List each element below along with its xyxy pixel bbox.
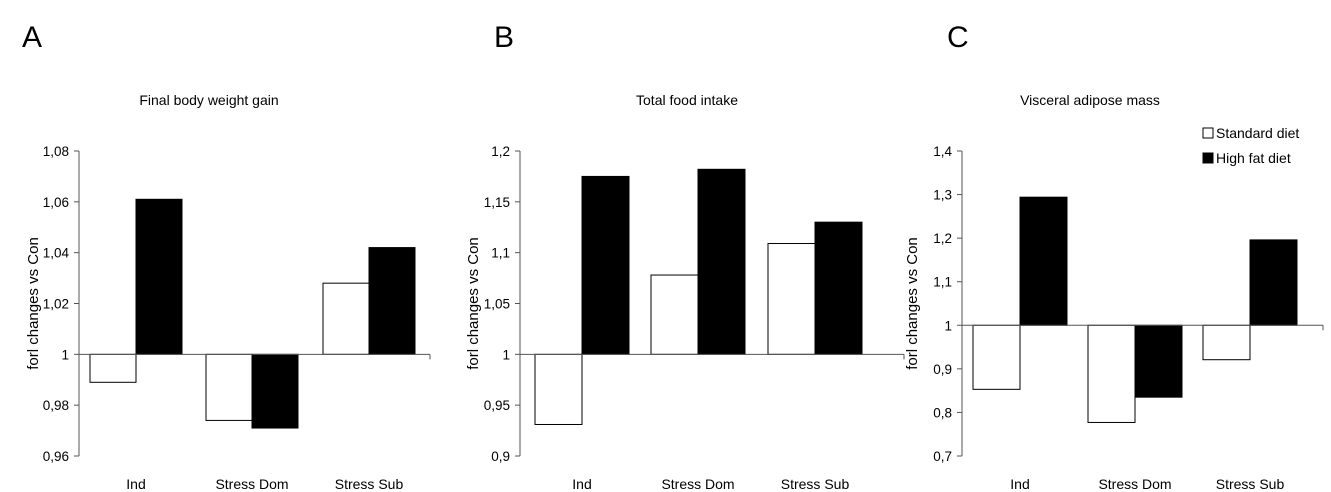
y-tick-label: 1,1 (491, 246, 510, 261)
chart-title: Total food intake (636, 92, 738, 108)
bar-standard-diet-0 (89, 353, 137, 383)
y-tick-label: 1,2 (491, 144, 510, 159)
category-label: Stress Dom (1098, 476, 1171, 492)
bar-high-fat-diet-2 (814, 221, 863, 355)
category-label: Ind (572, 476, 591, 492)
legend-label: High fat diet (1216, 150, 1291, 166)
chart-title: Final body weight gain (139, 92, 278, 108)
bar-standard-diet-2 (322, 282, 370, 355)
y-tick-label: 1 (502, 347, 510, 362)
category-label: Stress Dom (215, 476, 288, 492)
panel-letter: C (947, 21, 969, 54)
bar-standard-diet-1 (205, 353, 253, 421)
y-tick-label: 1,08 (43, 144, 69, 159)
bar-standard-diet-1 (650, 274, 699, 355)
bar-high-fat-diet-2 (1249, 239, 1298, 326)
y-axis-label: forl changes vs Con (904, 237, 921, 370)
panel-letter: B (494, 21, 514, 54)
y-axis-label: forl changes vs Con (465, 237, 482, 370)
y-tick-label: 1,06 (43, 195, 69, 210)
y-tick-label: 1,3 (933, 188, 952, 203)
bar-high-fat-diet-0 (135, 198, 183, 355)
chart-title: Visceral adipose mass (1020, 92, 1160, 108)
category-label: Stress Sub (1216, 476, 1285, 492)
y-tick-label: 1,4 (933, 144, 952, 159)
bar-high-fat-diet-1 (1134, 324, 1183, 398)
y-tick-label: 0,8 (933, 405, 952, 420)
legend-swatch-high-fat-diet (1202, 152, 1214, 164)
category-label: Ind (126, 476, 145, 492)
y-axis-label: forl changes vs Con (25, 237, 42, 370)
bar-high-fat-diet-2 (368, 247, 416, 355)
y-tick-label: 0,9 (491, 449, 510, 464)
y-tick-label: 1,1 (933, 275, 952, 290)
panel-letter: A (22, 21, 42, 54)
y-tick-label: 1,05 (484, 297, 510, 312)
bar-standard-diet-0 (972, 324, 1021, 390)
bar-standard-diet-1 (1087, 324, 1136, 423)
bar-high-fat-diet-0 (1019, 196, 1068, 326)
y-tick-label: 1,02 (43, 297, 69, 312)
category-label: Stress Sub (335, 476, 404, 492)
y-tick-label: 0,7 (933, 449, 952, 464)
y-tick-label: 1 (944, 318, 952, 333)
y-tick-label: 1 (61, 347, 69, 362)
chart-panel-c: C Visceral adipose mass 1,4 1,3 1,2 1,1 1 0,9 0,… (904, 21, 1324, 492)
chart-panel-b: B Total food intake 1,2 1,15 1,1 1,05 1 0,95 0,9… (465, 21, 905, 492)
y-tick-label: 0,98 (43, 398, 69, 413)
y-tick-label: 1,15 (484, 195, 510, 210)
y-tick-label: 0,96 (43, 449, 69, 464)
bar-standard-diet-2 (767, 243, 816, 355)
bar-high-fat-diet-1 (697, 168, 746, 355)
y-tick-label: 0,9 (933, 362, 952, 377)
category-label: Stress Sub (781, 476, 850, 492)
chart-panel-a: A Final body weight gain 1,08 1,06 1,04 1,02 1… (22, 21, 431, 492)
bar-high-fat-diet-0 (581, 175, 630, 355)
legend-swatch-standard-diet (1202, 127, 1214, 139)
bar-high-fat-diet-1 (251, 353, 299, 429)
y-tick-label: 1,2 (933, 231, 952, 246)
category-label: Stress Dom (661, 476, 734, 492)
legend: Standard diet High fat diet (1202, 125, 1299, 166)
bar-standard-diet-0 (534, 353, 583, 425)
category-label: Ind (1010, 476, 1029, 492)
legend-label: Standard diet (1216, 125, 1299, 141)
y-tick-label: 1,04 (43, 246, 70, 261)
y-tick-label: 0,95 (484, 398, 510, 413)
bar-standard-diet-2 (1202, 324, 1251, 361)
